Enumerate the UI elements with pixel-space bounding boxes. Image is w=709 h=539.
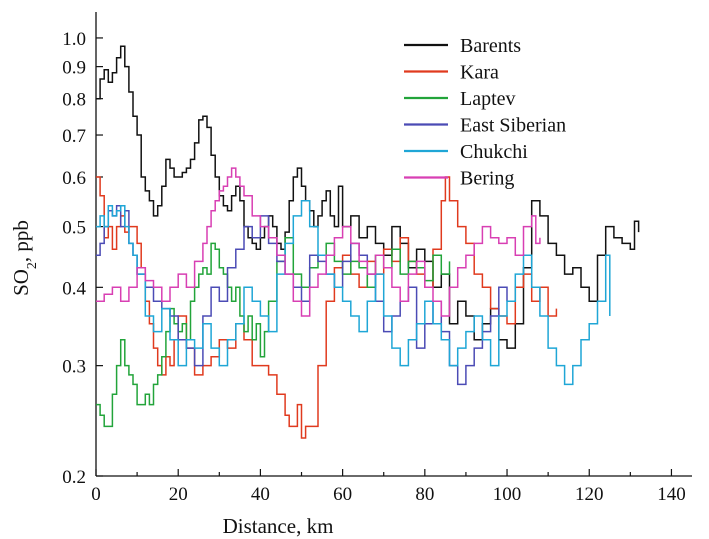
y-tick-label: 0.7 [62,126,86,147]
x-tick-label: 40 [251,484,270,505]
y-tick-label: 0.3 [62,357,86,378]
legend-label-east-siberian: East Siberian [460,115,566,137]
y-tick-label: 0.6 [62,168,86,189]
chart-series-layer [96,45,640,439]
y-tick-label: 0.8 [62,90,86,111]
legend-label-barents: Barents [460,35,521,57]
x-tick-label: 140 [657,484,686,505]
legend-label-kara: Kara [460,62,499,84]
y-axis-title-unit: , ppb [9,220,33,262]
series-line-chukchi [96,199,611,386]
x-axis-title: Distance, km [223,514,334,538]
series-line-barents [96,45,640,349]
legend-label-chukchi: Chukchi [460,141,528,163]
x-tick-label: 120 [575,484,604,505]
series-line-kara [96,176,558,439]
y-tick-label: 0.4 [62,278,86,299]
y-tick-label: 0.5 [62,218,86,239]
x-tick-label: 20 [169,484,188,505]
y-axis-title-main: SO [9,269,33,296]
series-line-bering [96,167,541,317]
y-axis-title: SO2, ppb [9,220,40,296]
y-tick-label: 0.2 [62,467,86,488]
chart-legend: Barents Kara Laptev East Siberian Chukchi Ber… [404,35,566,190]
x-tick-label: 0 [91,484,101,505]
legend-label-bering: Bering [460,168,514,190]
y-tick-label: 0.9 [62,58,86,79]
x-tick-label: 100 [493,484,522,505]
x-tick-label: 60 [333,484,352,505]
chart-axes: 0 20 40 60 80 100 120 140 0.2 0.3 0.4 0.5 0.6 0.7 0.8 0… [62,12,692,505]
legend-label-laptev: Laptev [460,88,516,110]
y-tick-label: 1.0 [62,29,86,50]
y-axis-title-subscript: 2 [25,262,40,269]
x-tick-label: 80 [415,484,434,505]
